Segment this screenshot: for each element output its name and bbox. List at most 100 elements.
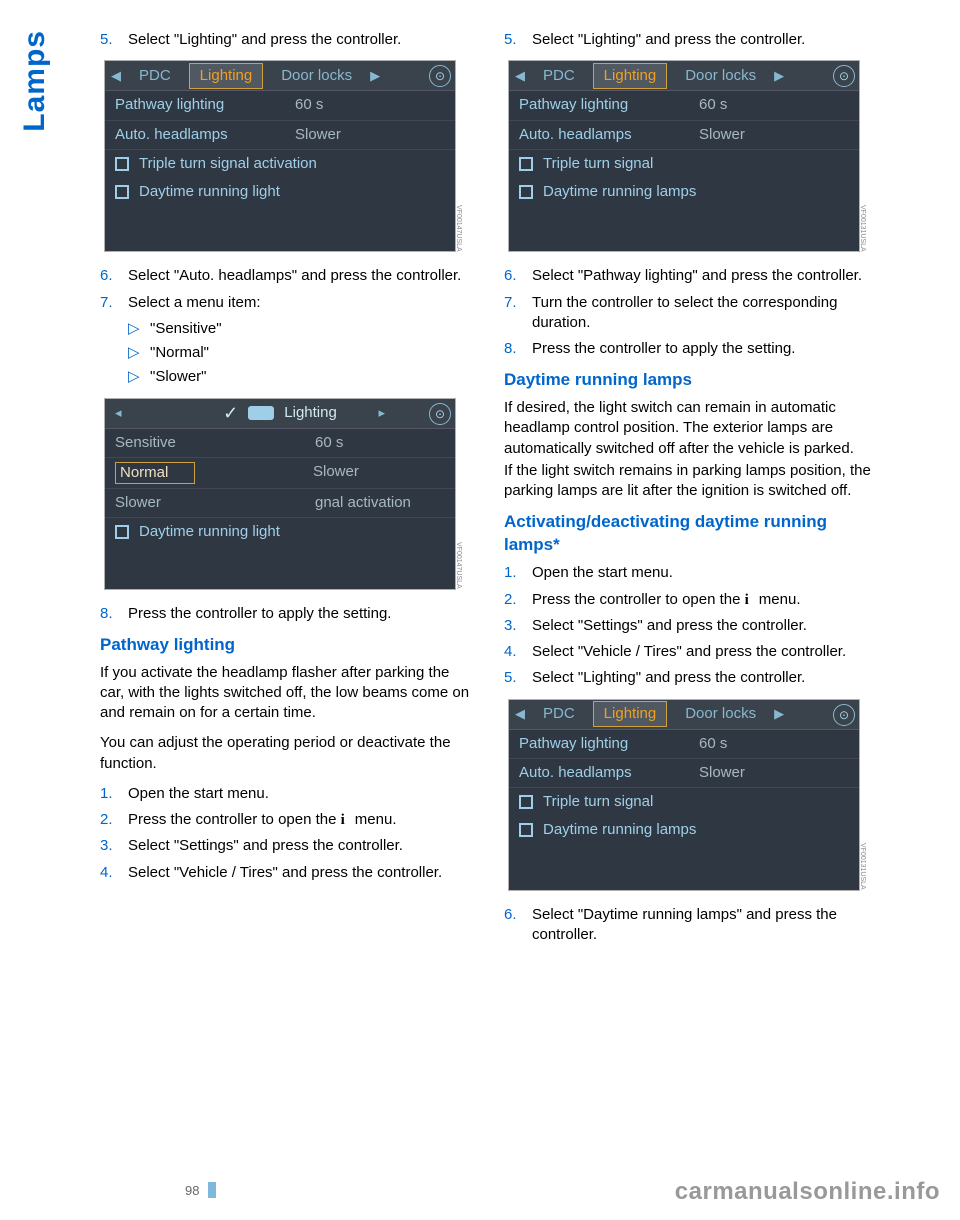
menu-row: Pathway lighting 60 s	[509, 91, 859, 120]
tab-doorlocks: Door locks	[271, 64, 362, 88]
list-item: 6. Select "Daytime running lamps" and pr…	[504, 905, 880, 946]
nav-left-icon: ◀	[515, 705, 525, 723]
list-number: 4.	[100, 863, 128, 883]
list-item: 8. Press the controller to apply the set…	[100, 604, 476, 624]
sub-text: "Slower"	[150, 367, 207, 387]
menu-check-row: Triple turn signal	[509, 788, 859, 816]
list-text: Select "Auto. headlamps" and press the c…	[128, 266, 476, 286]
controller-icon: ⊙	[833, 704, 855, 726]
list-text: Select "Lighting" and press the controll…	[532, 668, 880, 688]
tab-doorlocks: Door locks	[675, 64, 766, 88]
list-text: Select "Vehicle / Tires" and press the c…	[128, 863, 476, 883]
info-icon: i	[341, 810, 351, 830]
list-text: Press the controller to apply the settin…	[128, 604, 476, 624]
list-number: 4.	[504, 642, 532, 662]
list-text: Open the start menu.	[128, 784, 476, 804]
check-label: Daytime running lamps	[543, 820, 696, 840]
list-text: Select "Daytime running lamps" and press…	[532, 905, 880, 946]
menu-check-row: Daytime running light	[105, 178, 455, 206]
list-number: 5.	[100, 30, 128, 50]
list-text: Select "Lighting" and press the controll…	[532, 30, 880, 50]
list-number: 5.	[504, 668, 532, 688]
list-text: Select "Settings" and press the controll…	[532, 616, 880, 636]
watermark: carmanualsonline.info	[675, 1178, 940, 1206]
nav-left-icon: ◀	[111, 67, 121, 85]
list-number: 7.	[100, 293, 128, 313]
section-heading: Pathway lighting	[100, 634, 476, 657]
tab-doorlocks: Door locks	[675, 702, 766, 726]
list-item: 5. Select "Lighting" and press the contr…	[504, 30, 880, 50]
menu-row: Pathway lighting 60 s	[509, 730, 859, 759]
checkbox-icon	[519, 823, 533, 837]
list-number: 3.	[504, 616, 532, 636]
tab-pdc: PDC	[533, 64, 585, 88]
list-item: 7. Select a menu item:	[100, 293, 476, 313]
menu-row: Auto. headlamps Slower	[105, 121, 455, 150]
nav-right-icon: ▶	[774, 705, 784, 723]
list-item: 3. Select "Settings" and press the contr…	[504, 616, 880, 636]
checkbox-icon	[115, 185, 129, 199]
menu-label: Normal	[115, 462, 195, 484]
menu-label: Pathway lighting	[519, 734, 689, 754]
list-number: 1.	[100, 784, 128, 804]
menu-screenshot: ◀ PDC Lighting Door locks ▶ ⊙ Pathway li…	[508, 60, 860, 252]
menu-value: Slower	[689, 763, 745, 783]
menu-value: 60 s	[689, 734, 727, 754]
menu-screenshot: ◀ PDC Lighting Door locks ▶ ⊙ Pathway li…	[508, 699, 860, 891]
sub-text: "Normal"	[150, 343, 209, 363]
check-label: Triple turn signal	[543, 154, 653, 174]
list-text: Select "Pathway lighting" and press the …	[532, 266, 880, 286]
check-label: Triple turn signal activation	[139, 154, 317, 174]
list-text: Select "Settings" and press the controll…	[128, 836, 476, 856]
sub-item: ▷"Slower"	[128, 367, 476, 387]
list-number: 1.	[504, 563, 532, 583]
menu-value: 60 s	[315, 433, 343, 453]
check-label: Daytime running light	[139, 182, 280, 202]
nav-left-icon: ◀	[515, 67, 525, 85]
paragraph: If the light switch remains in parking l…	[504, 461, 880, 502]
section-heading: Daytime running lamps	[504, 369, 880, 392]
image-code: VF00131USLA	[858, 205, 867, 252]
controller-icon: ⊙	[429, 403, 451, 425]
menu-row-selected: Normal Slower	[105, 458, 455, 489]
menu-value: 60 s	[285, 95, 323, 115]
check-label: Triple turn signal	[543, 792, 653, 812]
menu-row: Auto. headlamps Slower	[509, 759, 859, 788]
side-tab-label: Lamps	[18, 30, 52, 132]
nav-left-icon: ◂	[115, 404, 122, 422]
page-marker	[208, 1182, 216, 1198]
checkbox-icon	[115, 157, 129, 171]
menu-row: Auto. headlamps Slower	[509, 121, 859, 150]
menu-row: Sensitive 60 s	[105, 429, 455, 458]
menu-row: Pathway lighting 60 s	[105, 91, 455, 120]
list-item: 6. Select "Auto. headlamps" and press th…	[100, 266, 476, 286]
checkbox-icon	[519, 157, 533, 171]
nav-right-icon: ▶	[774, 67, 784, 85]
screen-title: Lighting	[284, 403, 337, 423]
list-item: 4. Select "Vehicle / Tires" and press th…	[504, 642, 880, 662]
list-number: 6.	[100, 266, 128, 286]
image-code: VF00147USLA	[454, 205, 463, 252]
menu-label: Auto. headlamps	[519, 763, 689, 783]
menu-row: Slower gnal activation	[105, 489, 455, 518]
tab-lighting: Lighting	[189, 63, 264, 89]
menu-label: Sensitive	[115, 433, 255, 453]
tab-lighting: Lighting	[593, 63, 668, 89]
check-icon: ✓	[223, 401, 238, 425]
check-label: Daytime running lamps	[543, 182, 696, 202]
menu-check-row: Daytime running lamps	[509, 178, 859, 206]
menu-value: gnal activation	[315, 493, 411, 513]
menu-label: Auto. headlamps	[519, 125, 689, 145]
menu-label: Pathway lighting	[115, 95, 285, 115]
list-number: 8.	[504, 339, 532, 359]
bullet-icon: ▷	[128, 367, 150, 387]
nav-right-icon: ▶	[370, 67, 380, 85]
list-number: 3.	[100, 836, 128, 856]
sub-item: ▷"Normal"	[128, 343, 476, 363]
list-item: 2. Press the controller to open the i me…	[100, 810, 476, 830]
list-text: Press the controller to apply the settin…	[532, 339, 880, 359]
menu-check-row: Triple turn signal activation	[105, 150, 455, 178]
menu-screenshot: ◀ PDC Lighting Door locks ▶ ⊙ Pathway li…	[104, 60, 456, 252]
left-column: 5. Select "Lighting" and press the contr…	[100, 30, 476, 951]
check-label: Daytime running light	[139, 522, 280, 542]
